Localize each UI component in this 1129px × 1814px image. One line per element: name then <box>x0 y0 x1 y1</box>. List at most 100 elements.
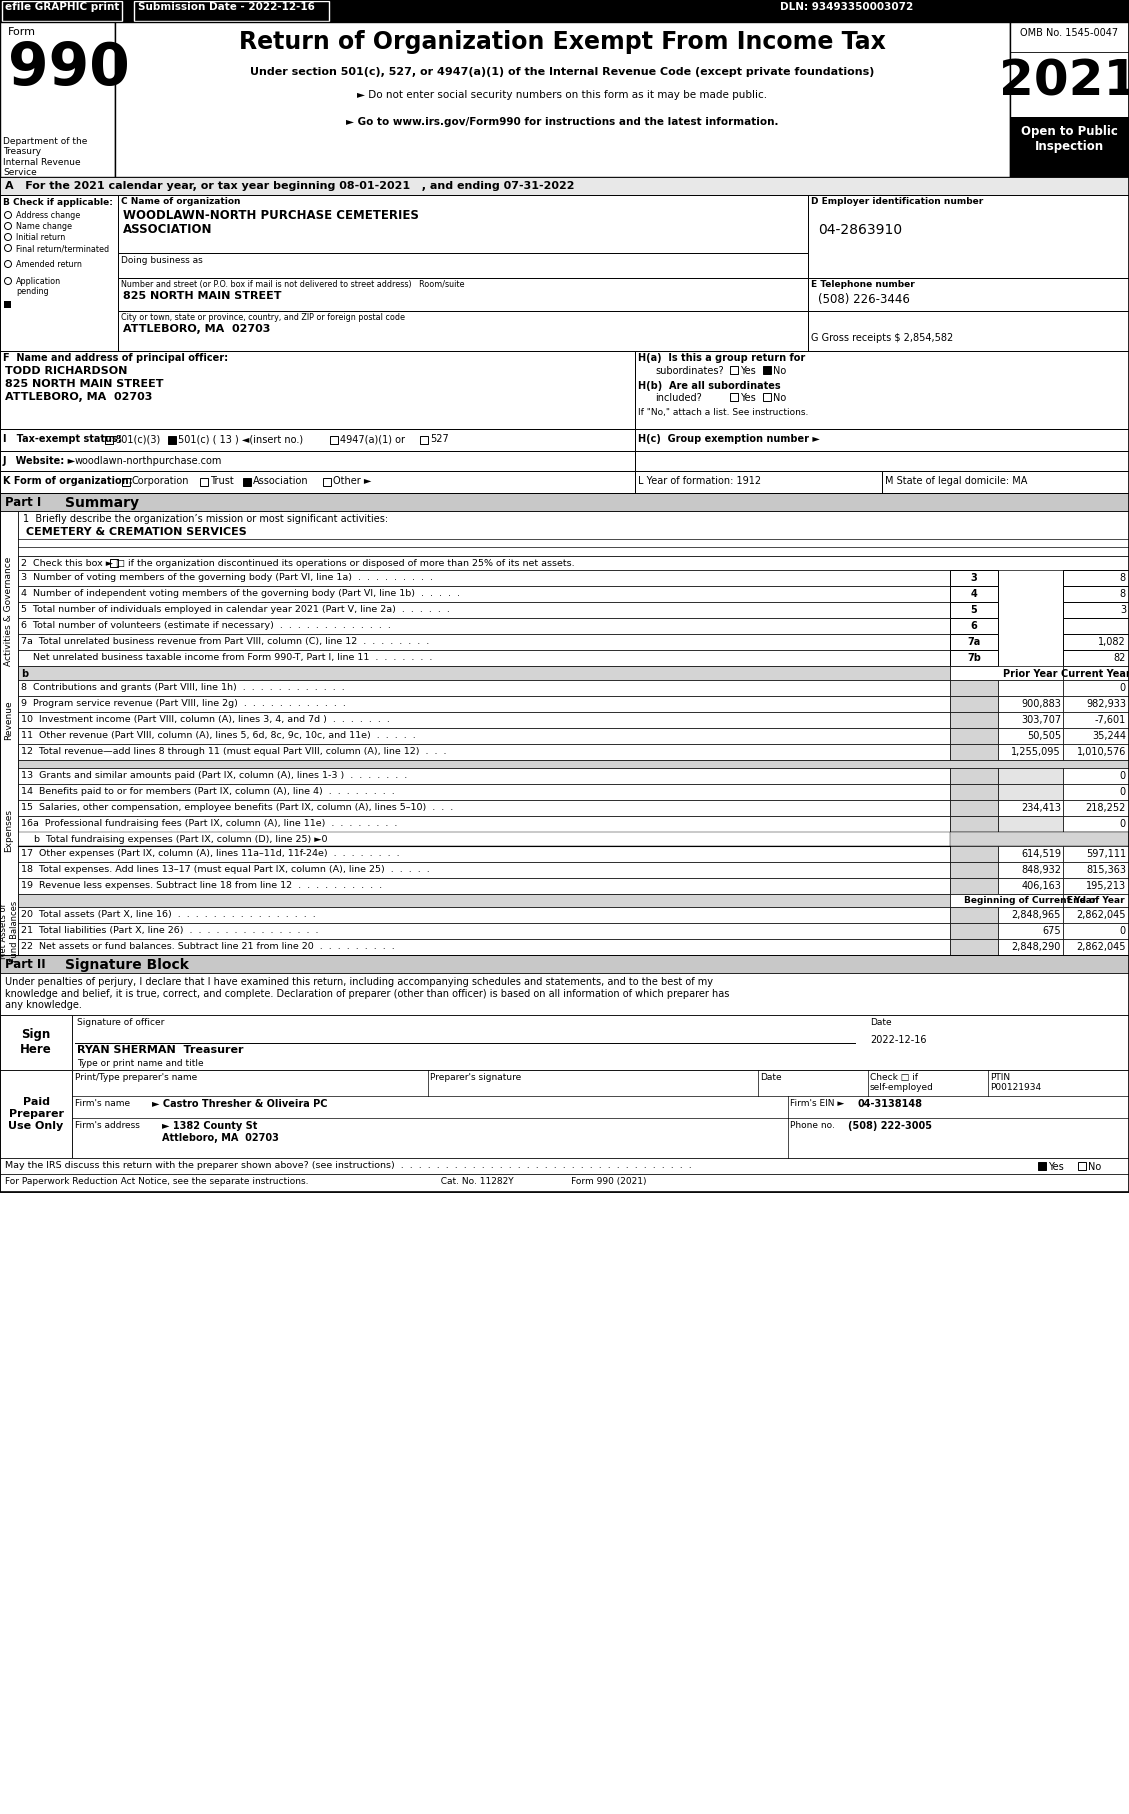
Text: 35,244: 35,244 <box>1092 731 1126 740</box>
Bar <box>18 570 949 586</box>
Text: Activities & Governance: Activities & Governance <box>5 557 14 666</box>
Text: 11  Other revenue (Part VIII, column (A), lines 5, 6d, 8c, 9c, 10c, and 11e)  . : 11 Other revenue (Part VIII, column (A),… <box>21 731 415 740</box>
Text: 2,862,045: 2,862,045 <box>1076 941 1126 952</box>
Text: 2,862,045: 2,862,045 <box>1076 911 1126 920</box>
Bar <box>0 350 634 428</box>
Text: F  Name and address of principal officer:: F Name and address of principal officer: <box>3 354 228 363</box>
Bar <box>949 862 998 878</box>
Text: Date: Date <box>870 1018 892 1027</box>
Bar <box>330 435 338 444</box>
Bar <box>2 2 122 22</box>
Text: 234,413: 234,413 <box>1021 804 1061 813</box>
Text: B Check if applicable:: B Check if applicable: <box>3 198 113 207</box>
Text: WOODLAWN-NORTH PURCHASE CEMETERIES: WOODLAWN-NORTH PURCHASE CEMETERIES <box>123 209 419 221</box>
Text: Print/Type preparer's name: Print/Type preparer's name <box>75 1074 198 1081</box>
Text: 16a  Professional fundraising fees (Part IX, column (A), line 11e)  .  .  .  .  : 16a Professional fundraising fees (Part … <box>21 818 397 827</box>
Bar <box>18 923 949 940</box>
Text: Other ►: Other ► <box>333 475 371 486</box>
Text: 8  Contributions and grants (Part VIII, line 1h)  .  .  .  .  .  .  .  .  .  .  : 8 Contributions and grants (Part VIII, l… <box>21 684 344 691</box>
Text: Submission Date - 2022-12-16: Submission Date - 2022-12-16 <box>138 2 315 13</box>
Text: Part II: Part II <box>5 958 45 970</box>
Bar <box>634 472 882 493</box>
Bar <box>18 697 949 713</box>
Bar <box>1064 727 1129 744</box>
Text: Preparer's signature: Preparer's signature <box>430 1074 522 1081</box>
Text: Check □ if: Check □ if <box>870 1074 918 1081</box>
Text: ASSOCIATION: ASSOCIATION <box>123 223 212 236</box>
Bar <box>18 666 949 680</box>
Bar <box>1064 602 1129 619</box>
Bar <box>18 940 949 954</box>
Text: self-employed: self-employed <box>870 1083 934 1092</box>
Text: 501(c) ( 13 ) ◄(insert no.): 501(c) ( 13 ) ◄(insert no.) <box>178 434 303 444</box>
Text: 597,111: 597,111 <box>1086 849 1126 860</box>
Circle shape <box>5 212 11 218</box>
Text: TODD RICHARDSON: TODD RICHARDSON <box>5 366 128 375</box>
Text: 0: 0 <box>1120 818 1126 829</box>
Bar <box>1064 940 1129 954</box>
Text: 04-3138148: 04-3138148 <box>858 1099 924 1108</box>
Text: 82: 82 <box>1113 653 1126 662</box>
Bar <box>808 310 1129 350</box>
Text: 04-2863910: 04-2863910 <box>819 223 902 238</box>
Bar <box>949 713 998 727</box>
Text: -7,601: -7,601 <box>1095 715 1126 726</box>
Bar <box>949 680 998 697</box>
Bar <box>0 512 18 954</box>
Text: K Form of organization:: K Form of organization: <box>3 475 132 486</box>
Text: 5  Total number of individuals employed in calendar year 2021 (Part V, line 2a) : 5 Total number of individuals employed i… <box>21 606 449 613</box>
Text: 2,848,290: 2,848,290 <box>1012 941 1061 952</box>
Bar <box>0 1174 1129 1192</box>
Text: Type or print name and title: Type or print name and title <box>77 1059 203 1068</box>
Text: 848,932: 848,932 <box>1021 865 1061 874</box>
Bar <box>763 366 771 374</box>
Text: 4  Number of independent voting members of the governing body (Part VI, line 1b): 4 Number of independent voting members o… <box>21 590 460 599</box>
Text: Address change: Address change <box>16 210 80 219</box>
Text: End of Year: End of Year <box>1067 896 1124 905</box>
Text: woodlawn-northpurchase.com: woodlawn-northpurchase.com <box>75 455 222 466</box>
Text: Expenses: Expenses <box>5 809 14 853</box>
Bar <box>1010 22 1129 178</box>
Text: ATTLEBORO, MA  02703: ATTLEBORO, MA 02703 <box>5 392 152 403</box>
Text: H(b)  Are all subordinates: H(b) Are all subordinates <box>638 381 780 392</box>
Bar <box>882 472 1129 493</box>
Text: 982,933: 982,933 <box>1086 698 1126 709</box>
Bar <box>998 878 1064 894</box>
Text: 527: 527 <box>430 434 448 444</box>
Bar <box>1064 744 1129 760</box>
Bar <box>949 816 998 833</box>
Bar <box>808 278 1129 310</box>
Text: Under penalties of perjury, I declare that I have examined this return, includin: Under penalties of perjury, I declare th… <box>5 978 729 1010</box>
Text: Under section 501(c), 527, or 4947(a)(1) of the Internal Revenue Code (except pr: Under section 501(c), 527, or 4947(a)(1)… <box>250 67 874 76</box>
Bar <box>18 894 949 907</box>
Bar <box>18 760 1129 767</box>
Text: ATTLEBORO, MA  02703: ATTLEBORO, MA 02703 <box>123 325 270 334</box>
Text: 12  Total revenue—add lines 8 through 11 (must equal Part VIII, column (A), line: 12 Total revenue—add lines 8 through 11 … <box>21 747 446 756</box>
Text: 5: 5 <box>971 606 978 615</box>
Bar <box>18 862 949 878</box>
Text: 10  Investment income (Part VIII, column (A), lines 3, 4, and 7d )  .  .  .  .  : 10 Investment income (Part VIII, column … <box>21 715 390 724</box>
Text: 1,010,576: 1,010,576 <box>1077 747 1126 756</box>
Text: 4: 4 <box>971 590 978 599</box>
Text: Amended return: Amended return <box>16 259 82 268</box>
Text: H(c)  Group exemption number ►: H(c) Group exemption number ► <box>638 434 820 444</box>
Bar <box>1064 666 1129 680</box>
Bar <box>0 1070 72 1157</box>
Bar <box>0 1016 72 1070</box>
Bar <box>949 767 998 784</box>
Bar <box>998 862 1064 878</box>
Text: subordinates?: subordinates? <box>655 366 724 375</box>
Bar <box>998 845 1064 862</box>
Text: Doing business as: Doing business as <box>121 256 203 265</box>
Bar <box>0 194 119 350</box>
Bar <box>18 727 949 744</box>
Text: b: b <box>21 669 28 678</box>
Bar <box>998 940 1064 954</box>
Bar <box>420 435 428 444</box>
Text: Firm's address: Firm's address <box>75 1121 140 1130</box>
Text: 21  Total liabilities (Part X, line 26)  .  .  .  .  .  .  .  .  .  .  .  .  .  : 21 Total liabilities (Part X, line 26) .… <box>21 925 318 934</box>
Bar <box>18 784 949 800</box>
Text: E Telephone number: E Telephone number <box>811 279 914 288</box>
Bar <box>998 907 1064 923</box>
Text: 1  Briefly describe the organization’s mission or most significant activities:: 1 Briefly describe the organization’s mi… <box>23 513 388 524</box>
